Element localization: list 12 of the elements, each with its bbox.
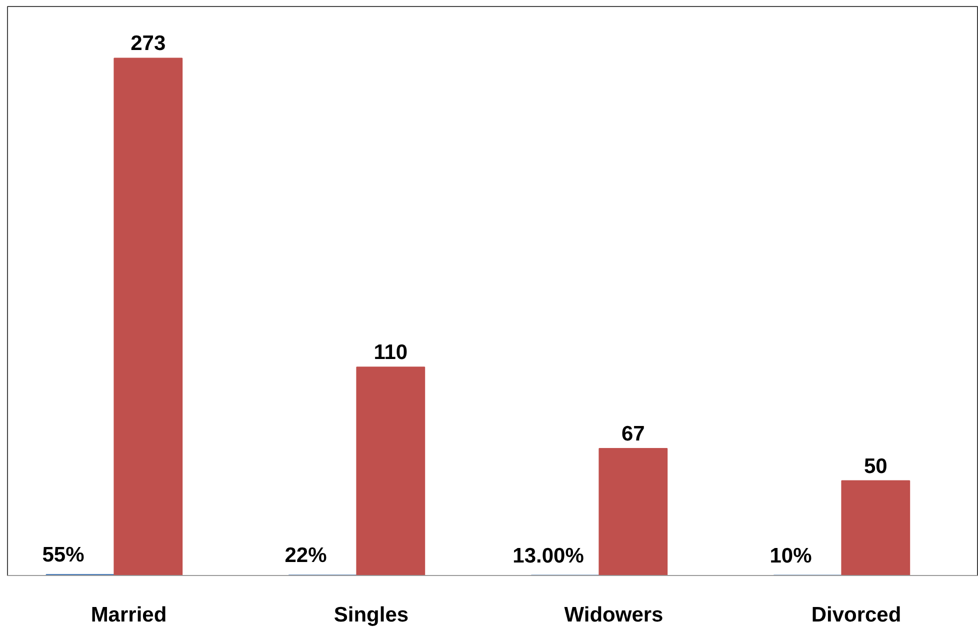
data-label: 55% xyxy=(42,543,85,566)
data-label: 67 xyxy=(621,422,645,446)
x-tick-label: Singles xyxy=(334,604,409,626)
x-tick-label: Divorced xyxy=(811,604,902,626)
data-label: 13.00% xyxy=(512,544,584,568)
data-label: 110 xyxy=(374,341,408,364)
x-tick-label: Married xyxy=(90,604,167,626)
data-label: 273 xyxy=(130,32,166,56)
data-label: 10% xyxy=(770,544,812,568)
data-label: 50 xyxy=(864,454,888,478)
data-label: 22% xyxy=(284,544,328,568)
x-tick-label: Widowers xyxy=(564,604,664,626)
